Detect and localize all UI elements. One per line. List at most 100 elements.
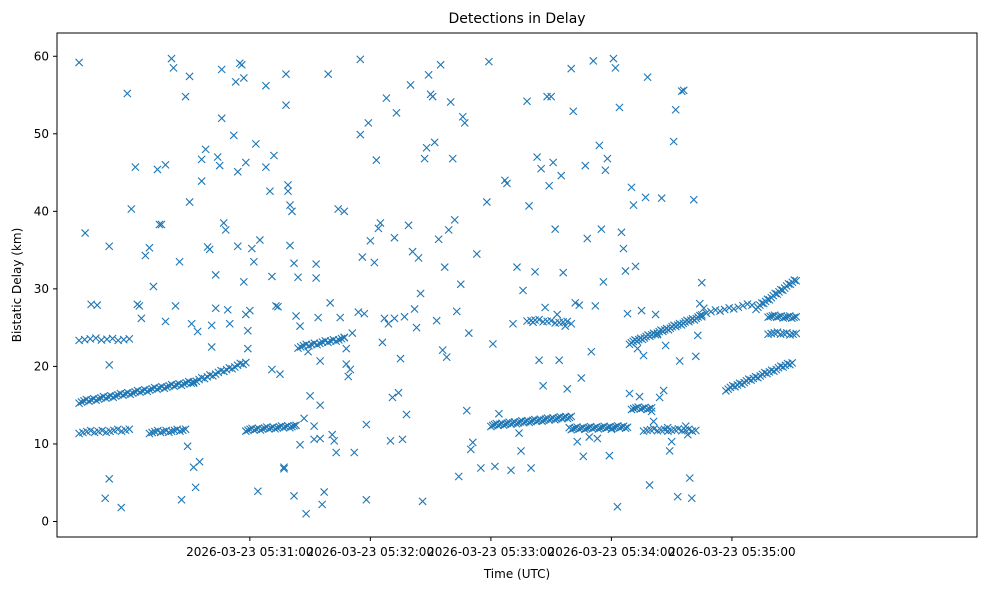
data-point-stroke [114,336,123,345]
data-point-stroke [792,329,801,338]
data-point-stroke [282,101,290,110]
data-point [394,388,403,397]
data-point [292,312,301,321]
data-point-stroke [693,331,702,340]
data-point-stroke [207,343,216,352]
data-point-stroke [748,301,757,310]
data-point-stroke [502,179,511,188]
data-point-stroke [386,436,395,445]
data-point [512,419,521,428]
data-point-stroke [162,383,171,392]
data-point-stroke [650,424,658,433]
y-axis-label: Bistatic Delay (km) [10,228,24,343]
chart-title: Detections in Delay [448,11,585,27]
data-point [118,391,127,400]
data-point-stroke [269,151,278,160]
data-point [113,425,122,434]
data-point [545,181,554,190]
data-point [237,60,246,69]
data-point [458,112,467,121]
data-point-stroke [428,92,437,101]
data-point [84,397,93,406]
data-point-stroke [792,276,801,285]
data-point-stroke [541,303,550,312]
data-point [143,387,152,396]
data-point-stroke [720,305,729,314]
data-point [547,92,556,101]
data-point-stroke [472,249,481,258]
data-point-stroke [304,341,313,350]
data-point [239,277,248,286]
data-point [141,251,150,260]
data-point [675,356,684,365]
data-point-stroke [683,430,692,439]
data-point-stroke [406,80,415,89]
data-point-stroke [597,225,606,234]
data-point [326,298,335,307]
data-point-stroke [236,359,245,368]
data-point-stroke [552,414,561,423]
data-point-stroke [374,224,383,233]
data-point-stroke [183,442,192,451]
data-point-stroke [334,335,343,344]
data-point-stroke [430,138,439,147]
data-point [105,360,114,369]
data-point [400,312,409,321]
data-point-stroke [446,98,455,106]
data-point-stroke [86,426,95,435]
data-point-stroke [585,432,594,441]
data-point-stroke [414,253,423,262]
data-point [284,187,292,196]
data-point [508,319,517,328]
data-point [332,337,341,346]
data-point [454,472,463,481]
data-point-stroke [528,416,537,425]
data-point-stroke [296,342,305,351]
data-point [153,385,162,394]
data-point-stroke [531,267,540,276]
data-point-stroke [638,404,647,413]
data-point [788,358,797,367]
data-point-stroke [118,391,127,400]
data-point-stroke [488,421,497,430]
data-point [249,257,258,266]
data-point-stroke [525,201,534,210]
data-point-stroke [450,215,459,224]
data-point [547,316,556,325]
data-point [294,344,303,353]
data-point [621,424,630,433]
data-point [525,418,534,427]
data-point-stroke [583,234,592,243]
data-point-stroke [629,201,638,210]
data-point-stroke [519,418,528,427]
data-point [145,243,154,252]
data-point [108,334,117,343]
data-point-stroke [213,153,222,162]
data-point [597,225,606,234]
data-point-stroke [378,338,387,347]
data-point-stroke [623,423,632,432]
data-point [275,370,284,379]
data-point [382,94,391,103]
data-point [109,393,118,402]
data-point-stroke [571,423,580,432]
data-point-stroke [84,397,93,406]
data-point [613,502,622,511]
data-point [77,398,86,407]
data-point-stroke [629,404,638,413]
data-point-stroke [145,386,154,395]
data-point [207,321,216,330]
y-tick-label: 40 [34,204,49,218]
data-point-stroke [567,64,576,73]
data-point [573,437,582,446]
data-point-stroke [255,236,264,245]
data-point-stroke [547,414,556,423]
data-point-stroke [344,372,353,381]
data-point-stroke [484,57,493,66]
data-point-stroke [512,419,521,428]
data-point-stroke [131,163,140,172]
data-point [243,326,252,335]
data-point-stroke [595,141,604,150]
data-point [464,329,473,338]
data-point [448,154,457,163]
